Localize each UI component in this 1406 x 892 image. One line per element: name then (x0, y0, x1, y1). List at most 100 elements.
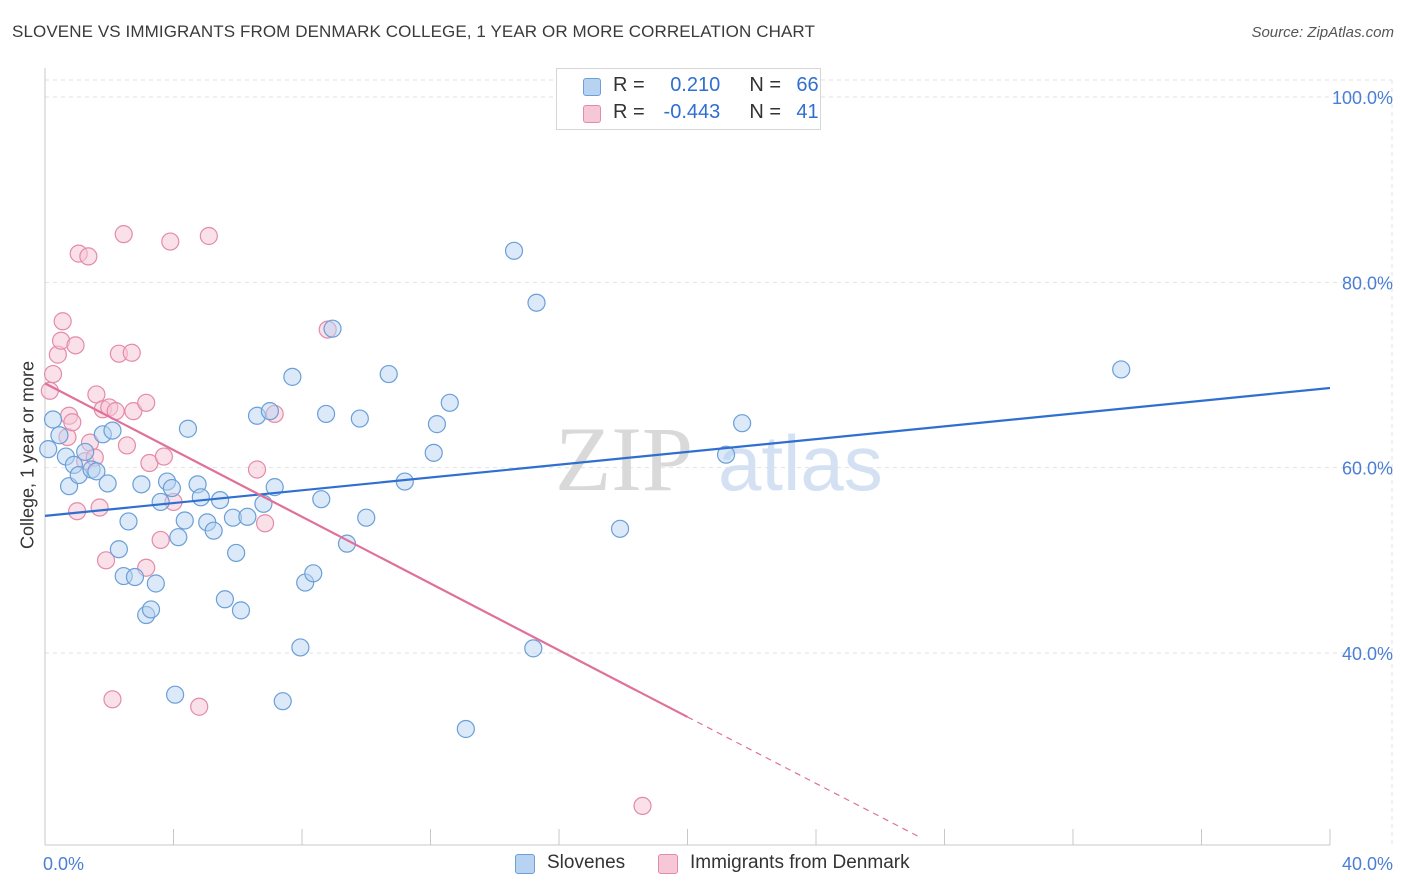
slovene-point (610, 519, 630, 538)
slovene-point (524, 639, 543, 658)
legend-r-value: -0.443 (663, 101, 721, 123)
slovene-point (76, 442, 95, 462)
slovene-point (733, 414, 752, 433)
denmark-point (66, 336, 85, 355)
slovene-point (350, 409, 369, 428)
x-tick-label-min: 0.0% (43, 854, 84, 874)
denmark-trend-line (44, 382, 689, 718)
bottom-legend-swatch-blue (515, 854, 535, 874)
slovene-point (43, 410, 63, 429)
slovene-point (204, 521, 223, 540)
slovene-point (109, 540, 128, 559)
slovene-point (273, 692, 292, 711)
slovene-point (379, 364, 398, 384)
legend-n-value: 66 (796, 74, 819, 96)
slovene-point (162, 478, 181, 498)
slovene-point (98, 474, 117, 493)
bottom-legend-label: Slovenes (547, 852, 626, 873)
slovene-point (175, 511, 194, 530)
denmark-point (161, 232, 180, 251)
denmark-point (255, 514, 275, 533)
slovene-point (151, 492, 170, 512)
legend-swatch-blue (583, 78, 601, 96)
slovene-point (227, 543, 246, 563)
denmark-point (190, 697, 209, 716)
bottom-legend-swatch-pink (658, 854, 678, 874)
slovene-point (527, 293, 546, 312)
legend-n-label: N = (749, 101, 782, 123)
legend-n-label: N = (749, 74, 782, 96)
denmark-point (151, 530, 170, 550)
slovene-point (132, 475, 151, 494)
y-tick-label: 80.0% (1342, 273, 1393, 293)
slovene-point (316, 404, 336, 424)
slovene-point (304, 564, 323, 583)
y-tick-label: 100.0% (1332, 88, 1393, 108)
slovene-point (103, 421, 122, 440)
slovenes-points (39, 241, 1131, 739)
source-credit: Source: ZipAtlas.com (1251, 24, 1394, 41)
denmark-point (79, 247, 98, 266)
slovene-point (291, 638, 310, 657)
denmark-point (43, 364, 63, 384)
slovene-point (50, 426, 69, 445)
slovene-point (456, 719, 475, 739)
slovene-point (283, 367, 302, 386)
slovene-point (169, 528, 188, 547)
watermark-atlas: atlas (718, 419, 883, 507)
y-tick-label: 60.0% (1342, 459, 1393, 479)
x-tick-label-max: 40.0% (1342, 854, 1393, 874)
denmark-trend-extension (687, 716, 923, 839)
slovene-point (424, 443, 443, 462)
slovene-point (440, 393, 459, 412)
slovene-point (716, 445, 736, 464)
slovene-point (146, 574, 165, 593)
slovene-point (504, 241, 524, 260)
slovene-point (178, 419, 198, 438)
slovene-point (427, 415, 447, 434)
slovene-point (191, 488, 210, 507)
y-axis-label: College, 1 year or more (17, 360, 38, 550)
legend-r-label: R = (613, 74, 645, 96)
slovene-point (265, 478, 284, 497)
slovene-point (215, 590, 234, 609)
denmark-point (247, 460, 267, 479)
legend-r-label: R = (613, 101, 645, 123)
slovene-point (260, 402, 279, 421)
denmark-point (103, 690, 122, 709)
denmark-point (63, 413, 82, 432)
denmark-point (122, 343, 141, 362)
slovene-point (312, 490, 331, 509)
legend-r-value: 0.210 (670, 74, 721, 96)
legend-n-value: 41 (796, 101, 819, 123)
y-tick-label: 40.0% (1342, 644, 1393, 664)
bottom-legend-label: Immigrants from Denmark (690, 852, 910, 873)
slovene-point (87, 462, 106, 481)
denmark-point (199, 226, 218, 246)
slovene-point (323, 319, 342, 338)
denmark-point (90, 498, 109, 517)
denmark-point (124, 402, 143, 421)
slovene-point (125, 567, 145, 587)
denmark-point (53, 312, 72, 331)
legend-swatch-pink (583, 105, 601, 123)
denmark-point (114, 225, 133, 244)
slovene-point (119, 512, 138, 531)
slovene-point (238, 507, 257, 526)
slovene-point (231, 601, 251, 620)
correlation-legend: R = 0.210 N = 66 R = -0.443 N = 41 (556, 68, 821, 130)
denmark-point (633, 796, 652, 816)
chart-title: SLOVENE VS IMMIGRANTS FROM DENMARK COLLE… (12, 22, 815, 41)
slovene-point (39, 440, 58, 459)
denmark-point (137, 393, 156, 412)
denmark-point (117, 436, 137, 455)
trend-lines (44, 382, 1331, 839)
tick-labels: 40.0% 60.0% 80.0% 100.0% 0.0% 40.0% (43, 88, 1393, 874)
slovene-point (1112, 360, 1131, 379)
immigrants-denmark-points (40, 225, 652, 816)
denmark-point (96, 551, 116, 570)
slovene-point (357, 508, 376, 527)
denmark-point (154, 447, 173, 466)
slovene-point (141, 600, 161, 619)
